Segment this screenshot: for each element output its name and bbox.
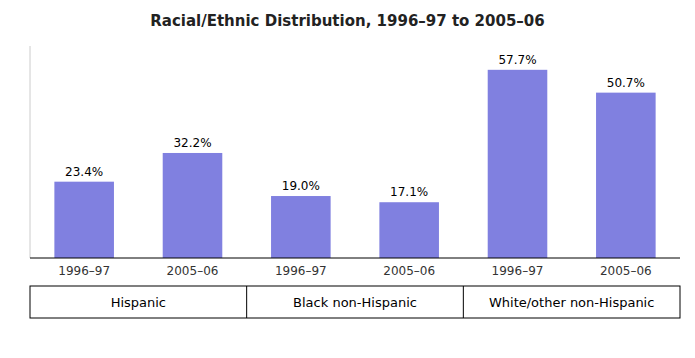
data-label: 17.1% (390, 185, 428, 199)
x-tick-label: 1996–97 (492, 264, 544, 278)
x-tick-label: 2005–06 (600, 264, 652, 278)
chart-container: Racial/Ethnic Distribution, 1996–97 to 2… (0, 0, 695, 358)
data-label: 32.2% (173, 136, 211, 150)
bar (379, 202, 439, 258)
y-axis-line (30, 46, 31, 258)
bar (271, 196, 331, 258)
group-divider (463, 286, 464, 318)
x-tick-label: 2005–06 (383, 264, 435, 278)
bar (163, 153, 223, 258)
bars (54, 70, 655, 258)
bar (54, 182, 114, 258)
group-divider (246, 286, 247, 318)
x-tick-label: 1996–97 (58, 264, 110, 278)
data-label: 50.7% (607, 76, 645, 90)
x-axis-line (30, 258, 680, 259)
bar (488, 70, 548, 258)
x-tick-label: 1996–97 (275, 264, 327, 278)
group-label: Hispanic (111, 295, 166, 310)
data-label: 57.7% (498, 53, 536, 67)
data-label: 19.0% (282, 179, 320, 193)
chart-svg: Racial/Ethnic Distribution, 1996–97 to 2… (0, 0, 695, 358)
chart-title: Racial/Ethnic Distribution, 1996–97 to 2… (150, 12, 545, 30)
group-row: Hispanic Black non-Hispanic White/other no… (30, 286, 680, 318)
x-tick-labels: 1996–97 2005–06 1996–97 2005–06 1996–97 2005–… (58, 264, 651, 278)
data-label: 23.4% (65, 165, 103, 179)
group-label: White/other non-Hispanic (489, 295, 654, 310)
group-box (30, 286, 680, 318)
x-tick-label: 2005–06 (167, 264, 219, 278)
data-labels: 23.4% 32.2% 19.0% 17.1% 57.7% 50.7% (65, 53, 645, 199)
bar (596, 93, 656, 258)
group-label: Black non-Hispanic (293, 295, 417, 310)
